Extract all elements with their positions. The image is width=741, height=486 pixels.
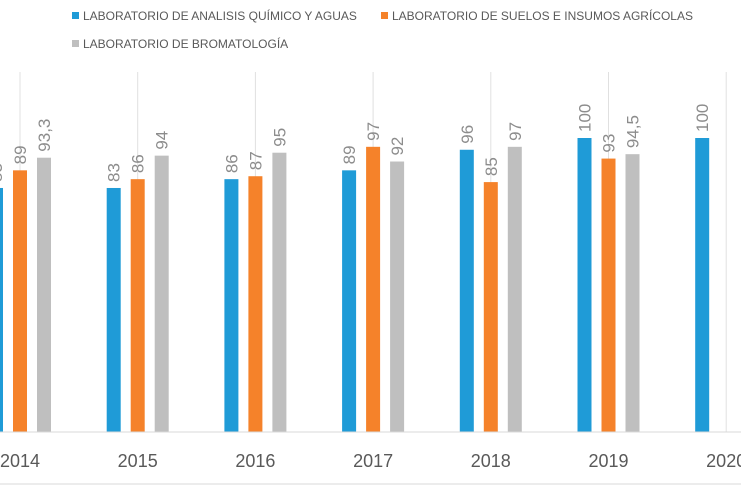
bar — [13, 170, 27, 432]
bar — [130, 179, 145, 432]
x-tick-label: 2020 — [706, 451, 741, 471]
bar — [342, 170, 357, 432]
legend-label: LABORATORIO DE BROMATOLOGÍA — [83, 36, 288, 51]
bar — [695, 138, 710, 432]
data-label: 93,3 — [35, 119, 54, 152]
data-label: 96 — [458, 125, 477, 144]
data-label: 89 — [11, 145, 30, 164]
x-tick-label: 2014 — [0, 451, 40, 471]
data-label: 95 — [270, 128, 289, 147]
chart-legend: LABORATORIO DE ANALISIS QUÍMICO Y AGUAS L… — [72, 8, 693, 51]
data-labels: 83 89 93,3 83 86 94 86 87 95 89 97 92 96 85 97 100 93 94,… — [0, 104, 712, 182]
bar — [224, 179, 239, 432]
bar — [577, 138, 592, 432]
legend-label: LABORATORIO DE SUELOS E INSUMOS AGRÍCOLA… — [392, 8, 693, 23]
x-tick-label: 2015 — [118, 451, 158, 471]
legend-swatch — [381, 12, 388, 19]
data-label: 85 — [482, 157, 501, 176]
data-label: 93 — [600, 134, 619, 153]
data-label: 94 — [153, 131, 172, 150]
legend-item: LABORATORIO DE ANALISIS QUÍMICO Y AGUAS — [72, 8, 357, 23]
data-label: 94,5 — [624, 115, 643, 148]
data-label: 86 — [129, 154, 148, 173]
bar — [248, 176, 263, 432]
data-label: 83 — [0, 163, 6, 182]
data-label: 87 — [246, 151, 265, 170]
bar — [625, 154, 640, 433]
bar-series — [0, 138, 710, 433]
data-label: 100 — [576, 104, 595, 132]
bar — [483, 182, 498, 432]
x-tick-label: 2019 — [588, 451, 628, 471]
legend-item: LABORATORIO DE SUELOS E INSUMOS AGRÍCOLA… — [381, 8, 693, 23]
legend-item: LABORATORIO DE BROMATOLOGÍA — [72, 36, 288, 51]
legend-swatch — [72, 40, 79, 47]
legend-swatch — [72, 12, 79, 19]
data-label: 92 — [388, 137, 407, 156]
bar — [366, 146, 381, 432]
bar — [154, 155, 169, 432]
data-label: 97 — [506, 122, 525, 141]
bar — [272, 152, 287, 432]
bar — [507, 146, 522, 432]
bar — [37, 157, 51, 432]
bar — [601, 158, 616, 432]
x-tick-label: 2018 — [471, 451, 511, 471]
data-label: 89 — [340, 145, 359, 164]
bar — [0, 187, 3, 432]
data-label: 97 — [364, 122, 383, 141]
x-axis-tick-labels: 2014 2015 2016 2017 2018 2019 2020 — [0, 451, 741, 471]
data-label: 86 — [222, 154, 241, 173]
bar — [390, 161, 405, 432]
data-label: 83 — [105, 163, 124, 182]
bar — [106, 187, 121, 432]
x-tick-label: 2016 — [235, 451, 275, 471]
bar — [459, 149, 474, 432]
x-tick-label: 2017 — [353, 451, 393, 471]
data-label: 100 — [693, 104, 712, 132]
legend-label: LABORATORIO DE ANALISIS QUÍMICO Y AGUAS — [83, 8, 357, 23]
